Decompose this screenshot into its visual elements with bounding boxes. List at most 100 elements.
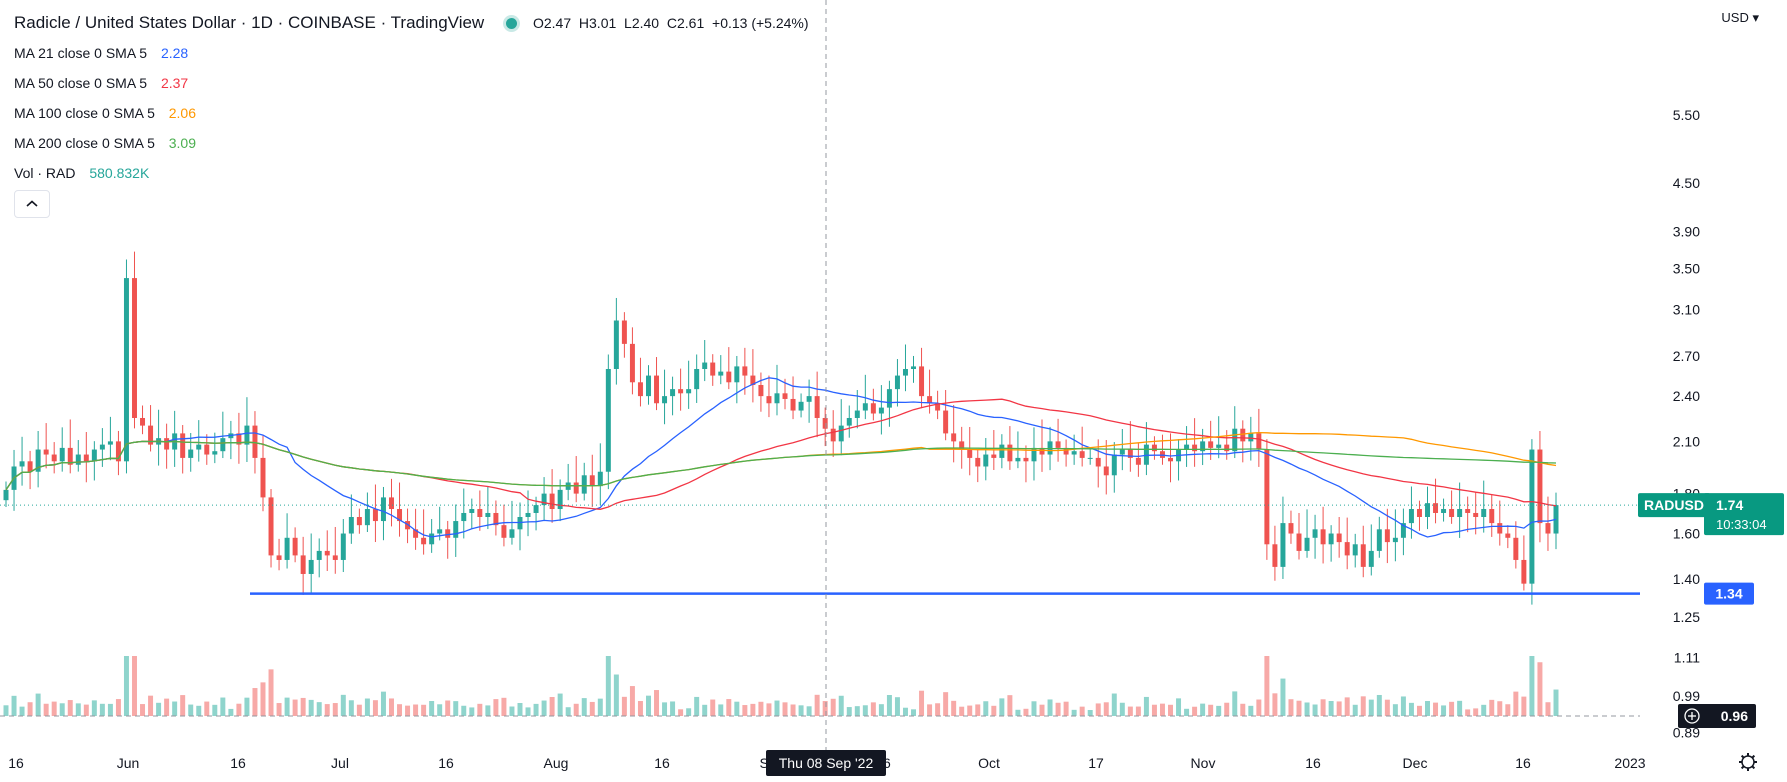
volume-bar [501,697,507,716]
volume-bar [894,697,900,716]
volume-bar [790,704,796,716]
candle-body [597,471,603,487]
volume-bar [340,694,346,716]
indicator-ma50[interactable]: MA 50 close 0 SMA 5 2.37 [14,68,809,98]
candle-body [662,396,668,404]
y-tick-label: 3.50 [1673,260,1700,276]
candle-body [43,449,49,455]
volume-bar [959,706,965,716]
volume-bar [453,701,459,716]
volume-bar [645,695,651,716]
candle-body [453,521,459,538]
volume-bar [678,709,684,716]
candle-body [919,366,925,397]
candle-body [1119,449,1125,455]
y-tick-label: 5.50 [1673,107,1700,123]
volume-bar [188,704,194,716]
candle-body [838,425,844,442]
volume-bar [332,703,338,716]
candle-body [107,441,113,445]
volume-bar [35,693,41,716]
volume-bar [975,704,981,716]
volume-bar [1055,702,1061,716]
candle-body [1135,457,1141,465]
candle-body [461,512,467,522]
volume-bar [549,696,555,716]
volume-bar [1200,703,1206,716]
volume-bar [533,703,539,716]
candle-body [405,521,411,530]
candle-body [1304,537,1310,551]
indicator-volume[interactable]: Vol · RAD 580.832K [14,158,809,188]
candle-body [1328,533,1334,545]
currency-selector[interactable]: USD ▾ [1721,10,1759,26]
volume-bar [1384,699,1390,716]
indicator-ma100[interactable]: MA 100 close 0 SMA 5 2.06 [14,98,809,128]
volume-bar [581,698,587,716]
x-tick-label: 17 [1088,755,1104,771]
volume-bar [1216,705,1222,716]
candle-body [123,278,129,462]
volume-bar [1079,706,1085,716]
candle-body [613,320,619,369]
volume-bar [1031,701,1037,716]
volume-bar [822,701,828,716]
add-plus-icon[interactable] [1684,708,1700,724]
volume-bar [999,698,1005,716]
candle-body [204,444,210,455]
indicator-value: 580.832K [89,165,150,181]
volume-bar [356,704,362,716]
volume-bar [380,691,386,716]
candle-body [999,444,1005,458]
candle-body [557,489,563,510]
x-tick-label: Jun [117,755,140,771]
candle-body [1497,523,1503,534]
indicator-ma200[interactable]: MA 200 close 0 SMA 5 3.09 [14,128,809,158]
candle-body [1031,447,1037,462]
volume-bar [123,656,129,716]
settings-gear-icon[interactable] [1739,753,1757,771]
volume-bar [1047,699,1053,716]
candle-body [1513,537,1519,560]
candle-body [380,497,386,522]
volume-bar [115,699,121,716]
candle-body [276,555,282,560]
candle-body [252,425,258,458]
candle-body [1408,509,1414,524]
volume-bar [1071,709,1077,716]
volume-bar [1497,701,1503,716]
symbol-tag [1638,493,1710,518]
candle-body [878,407,884,414]
indicator-label: MA 21 close 0 SMA 5 [14,45,148,61]
volume-bar [1087,710,1093,716]
candle-body [372,509,378,522]
volume-bar [348,700,354,716]
candle-body [983,454,989,467]
volume-bar [838,695,844,716]
collapse-legend-button[interactable] [14,190,50,218]
volume-bar [886,695,892,716]
volume-bar [212,704,218,716]
candle-body [967,449,973,458]
candle-body [935,403,941,411]
candle-body [1007,444,1013,462]
candle-body [830,428,836,442]
volume-bar [1441,705,1447,716]
ma21-line [5,377,1557,538]
y-tick-label: 1.60 [1673,526,1700,542]
indicator-value: 3.09 [168,135,196,151]
candle-body [1344,542,1350,556]
volume-bar [51,701,57,716]
candle-body [413,529,419,538]
indicator-ma21[interactable]: MA 21 close 0 SMA 5 2.28 [14,38,809,68]
volume-bar [437,704,443,716]
volume-bar [1151,704,1157,716]
candle-body [1256,433,1262,450]
candle-body [485,512,491,517]
volume-bar [1553,689,1559,716]
volume-bar [621,696,627,716]
candle-body [1248,433,1254,442]
candle-body [991,454,997,458]
candle-body [1240,428,1246,442]
